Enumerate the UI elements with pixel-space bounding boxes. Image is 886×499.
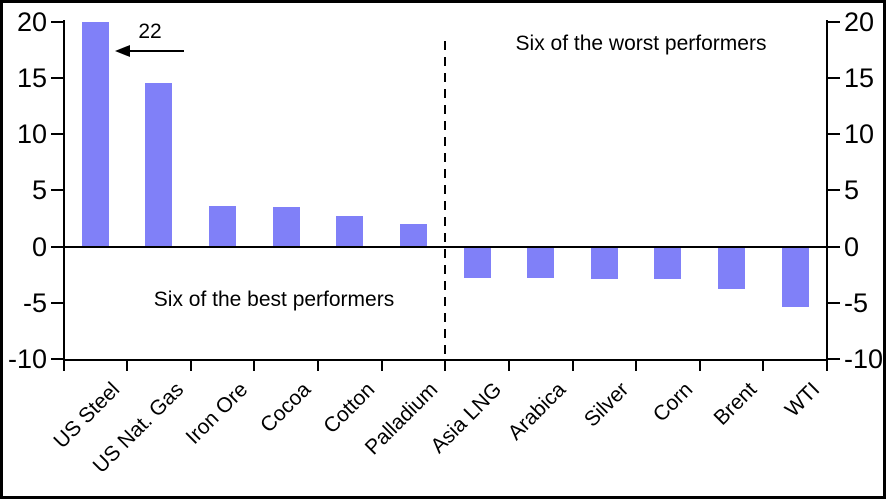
x-tick: [826, 359, 828, 371]
category-label-us-steel: US Steel: [49, 378, 125, 453]
bar-palladium: [399, 224, 427, 246]
y-tick-right: [827, 245, 840, 248]
y-tick-label-left: 5: [31, 175, 47, 206]
x-tick: [126, 359, 129, 371]
y-tick-label-left: 15: [16, 62, 47, 93]
y-tick-left: [50, 20, 64, 23]
bar-silver: [590, 247, 618, 280]
best-performers-label: Six of the best performers: [153, 288, 395, 311]
x-tick: [380, 359, 383, 371]
bar-us-nat-gas: [145, 83, 173, 246]
y-tick-label-right: 5: [844, 175, 860, 206]
bar-asia-lng: [463, 247, 491, 278]
bar-cocoa: [272, 207, 300, 246]
y-tick-right: [827, 20, 840, 23]
y-tick-left: [50, 358, 64, 360]
x-tick: [635, 359, 638, 371]
clipped-value-annotation: 22: [138, 20, 162, 43]
y-tick-label-left: 0: [31, 231, 47, 262]
bar-brent: [718, 247, 746, 290]
y-tick-label-right: -5: [844, 287, 869, 318]
x-tick: [571, 359, 574, 371]
left-arrow-shaft: [125, 50, 184, 52]
y-tick-right: [827, 76, 840, 79]
x-tick: [62, 359, 65, 371]
worst-performers-label: Six of the worst performers: [515, 32, 767, 55]
y-tick-right: [827, 301, 840, 304]
bar-arabica: [527, 247, 555, 278]
x-tick: [762, 359, 765, 371]
y-tick-label-right: 20: [844, 6, 875, 37]
y-tick-right: [827, 358, 840, 360]
y-tick-left: [50, 189, 64, 192]
y-tick-right: [827, 189, 840, 192]
bar-corn: [654, 247, 682, 280]
x-tick: [189, 359, 192, 371]
y-tick-label-left: 20: [16, 6, 47, 37]
left-arrow-icon: [115, 45, 130, 57]
y-tick-label-left: -10: [7, 344, 47, 374]
x-tick: [317, 359, 319, 371]
x-tick: [698, 359, 701, 371]
y-tick-left: [50, 133, 64, 135]
y-tick-right: [827, 133, 840, 135]
bar-cotton: [336, 216, 364, 246]
bar-iron-ore: [209, 206, 237, 246]
y-tick-left: [50, 245, 64, 248]
x-tick: [444, 359, 447, 371]
y-tick-label-right: 0: [844, 231, 860, 262]
y-tick-label-right: 15: [844, 62, 875, 93]
group-separator-dashed-line: [444, 41, 447, 359]
y-tick-label-right: -10: [844, 344, 884, 374]
y-axis-left-line: [62, 19, 65, 361]
y-tick-left: [50, 76, 64, 79]
y-tick-label-right: 10: [844, 119, 875, 149]
x-tick: [507, 359, 510, 371]
bar-wti: [781, 247, 809, 308]
y-tick-label-left: 10: [16, 119, 47, 149]
y-tick-left: [50, 301, 64, 304]
x-tick: [253, 359, 256, 371]
bar-us-steel: [81, 21, 109, 246]
y-tick-label-left: -5: [22, 287, 47, 318]
